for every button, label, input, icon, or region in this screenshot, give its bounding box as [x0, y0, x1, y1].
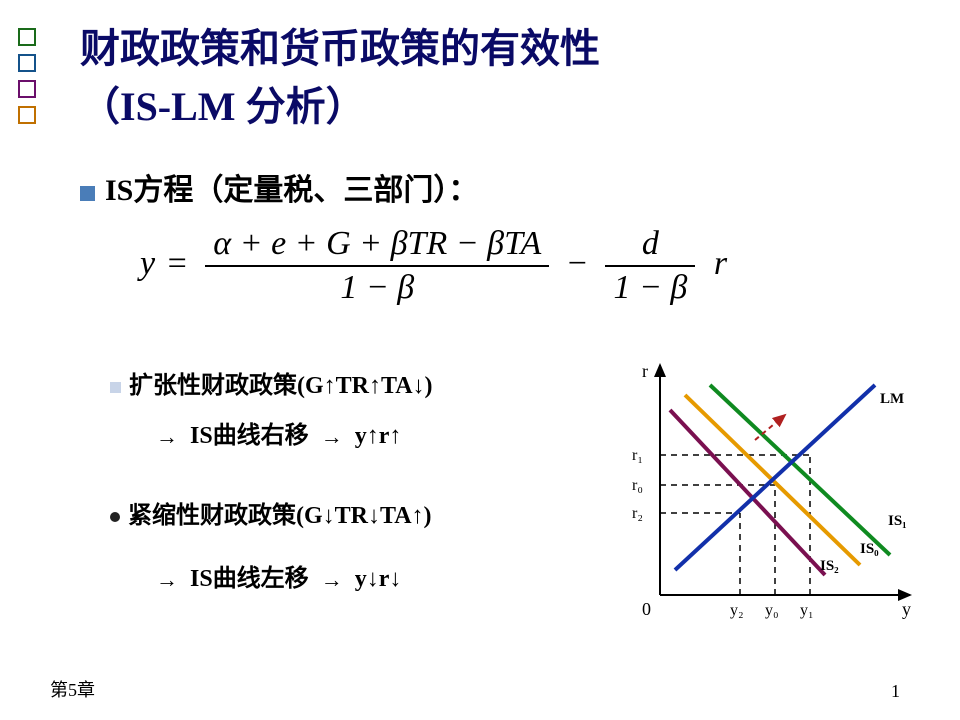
footer-page: 1	[891, 681, 900, 702]
svg-text:y: y	[902, 599, 911, 619]
sub-bullet-contraction: 紧缩性财政政策(G↓TR↓TA↑)	[110, 495, 432, 530]
svg-text:r₂: r₂	[632, 505, 643, 522]
eq-frac1-num: α + e + G + βTR − βTA	[205, 225, 549, 267]
svg-text:LM: LM	[880, 391, 904, 407]
sub2-result2: y↓r↓	[355, 566, 402, 592]
slide-title: 财政政策和货币政策的有效性 （IS-LM 分析）	[80, 24, 900, 132]
eq-frac2-den: 1 − β	[605, 267, 695, 307]
decor-sq-1	[18, 28, 36, 46]
is-equation: y = α + e + G + βTR − βTA 1 − β − d 1 − …	[140, 225, 727, 307]
bullet-is-equation: IS方程（定量税、三部门）：	[80, 165, 478, 209]
bullet-square-small-icon	[110, 382, 121, 393]
decor-sq-4	[18, 106, 36, 124]
sub-bullet-expansion: 扩张性财政政策(G↑TR↑TA↓)	[110, 365, 433, 400]
svg-text:r₀: r₀	[632, 477, 643, 494]
footer-chapter: 第5章	[50, 676, 95, 702]
eq-frac-2: d 1 − β	[605, 225, 695, 307]
eq-frac2-num: d	[605, 225, 695, 267]
sub1-result2: y↑r↑	[355, 423, 402, 449]
arrow-icon: →	[321, 567, 343, 593]
svg-text:r₁: r₁	[632, 447, 643, 464]
svg-text:0: 0	[642, 599, 651, 619]
decor-sq-3	[18, 80, 36, 98]
svg-text:y₁: y₁	[800, 602, 814, 619]
eq-tail: r	[714, 245, 727, 282]
decor-sq-2	[18, 54, 36, 72]
eq-minus: −	[564, 245, 591, 282]
sub2-result-row: → IS曲线左移 → y↓r↓	[150, 558, 401, 593]
eq-equals: =	[164, 245, 191, 282]
sub2-result1: IS曲线左移	[190, 566, 309, 592]
eq-frac1-den: 1 − β	[205, 267, 549, 307]
svg-text:r: r	[642, 361, 648, 381]
arrow-icon: →	[321, 424, 343, 450]
sub1-result-row: → IS曲线右移 → y↑r↑	[150, 415, 401, 450]
eq-frac-1: α + e + G + βTR − βTA 1 − β	[205, 225, 549, 307]
is-lm-chart: ry0r₁r₀r₂y₂y₀y₁IS₂IS₀IS₁LM	[620, 355, 920, 635]
svg-text:y₀: y₀	[765, 602, 779, 619]
decor-squares	[18, 28, 50, 132]
arrow-icon: →	[156, 567, 178, 593]
bullet-main-text: IS方程（定量税、三部门）：	[105, 174, 478, 207]
svg-text:y₂: y₂	[730, 602, 744, 619]
title-line-1: 财政政策和货币政策的有效性	[80, 24, 900, 74]
bullet-square-icon	[80, 186, 95, 201]
eq-lhs: y	[140, 245, 155, 282]
sub2-label: 紧缩性财政政策(G↓TR↓TA↑)	[128, 503, 432, 529]
svg-text:IS₁: IS₁	[888, 513, 907, 529]
svg-text:IS₂: IS₂	[820, 558, 839, 574]
chart-svg: ry0r₁r₀r₂y₂y₀y₁IS₂IS₀IS₁LM	[620, 355, 920, 635]
bullet-dot-icon	[110, 512, 120, 522]
arrow-icon: →	[156, 424, 178, 450]
title-line-2: （IS-LM 分析）	[80, 74, 900, 132]
sub1-label: 扩张性财政政策(G↑TR↑TA↓)	[129, 373, 433, 399]
sub1-result1: IS曲线右移	[190, 423, 309, 449]
